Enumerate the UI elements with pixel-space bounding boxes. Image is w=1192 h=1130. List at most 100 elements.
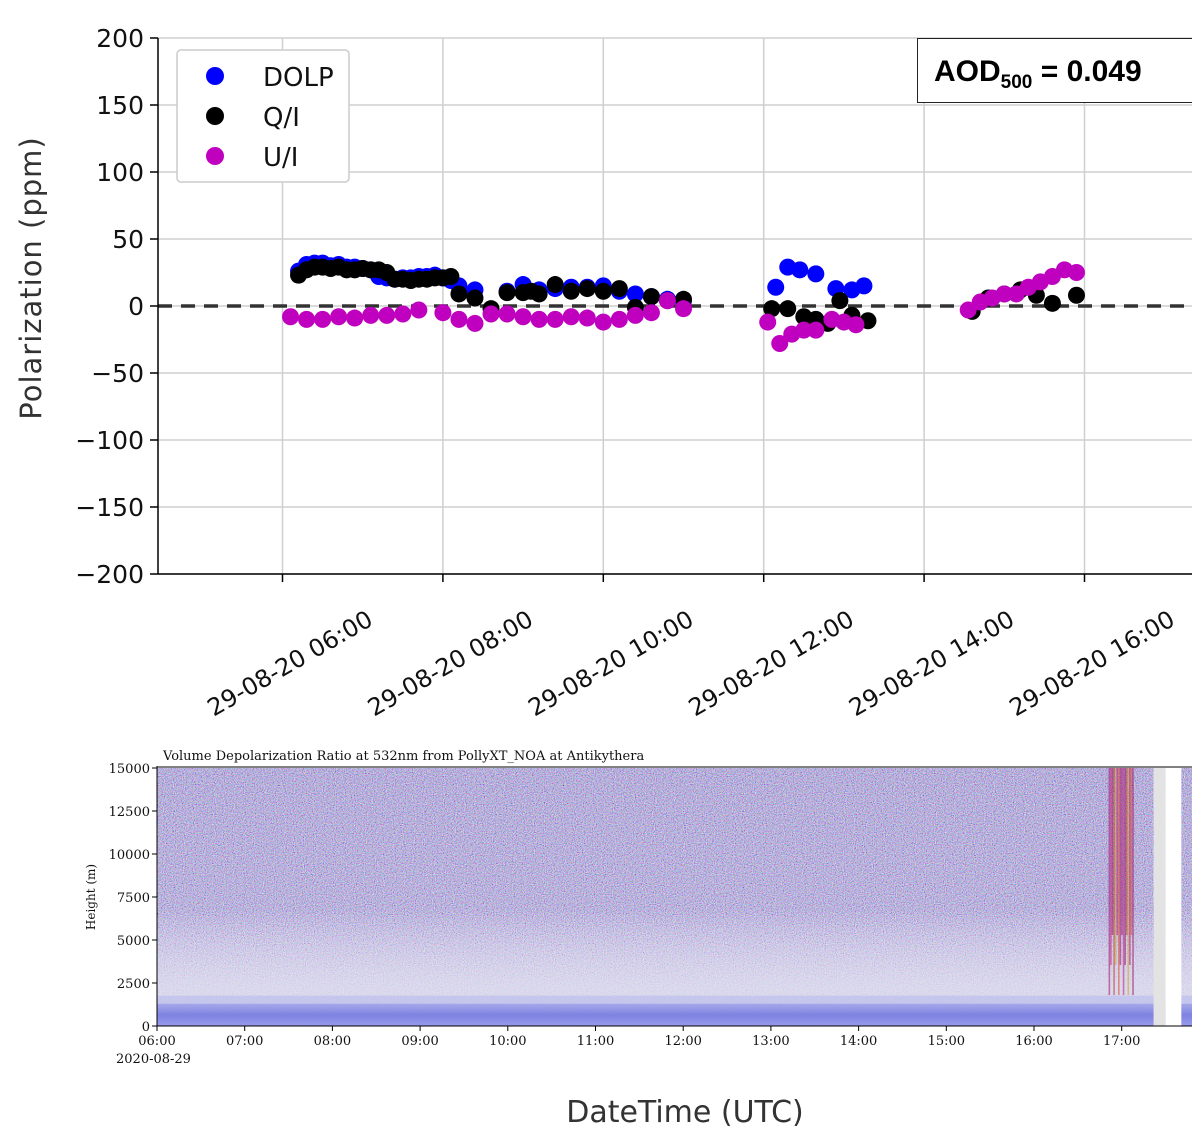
stripe	[1129, 768, 1131, 966]
point-dolp	[807, 265, 825, 283]
stripe	[1108, 768, 1111, 996]
point-qi	[498, 284, 516, 302]
point-qi	[610, 280, 628, 298]
point-ui	[995, 285, 1013, 303]
point-qi	[562, 282, 580, 300]
series-ui	[282, 261, 1085, 353]
point-ui	[759, 313, 777, 331]
point-ui	[795, 321, 813, 339]
heatmap-x-tick-label: 14:00	[840, 1034, 877, 1049]
point-ui	[642, 304, 660, 322]
point-ui	[658, 292, 676, 310]
legend-marker-qi	[206, 107, 224, 125]
point-ui	[298, 310, 316, 328]
point-ui	[378, 306, 396, 324]
point-qi	[530, 285, 548, 303]
stripe	[1116, 768, 1119, 936]
stripe	[1127, 768, 1130, 996]
point-ui	[594, 313, 612, 331]
aod-label: AOD	[934, 55, 1001, 88]
point-ui	[959, 301, 977, 319]
data-points	[282, 254, 1085, 353]
heatmap-y-tick-label: 2500	[117, 977, 150, 992]
point-qi	[1043, 294, 1061, 312]
stripe	[1122, 768, 1125, 996]
point-qi	[578, 280, 596, 298]
heatmap-x-tick-label: 09:00	[401, 1034, 438, 1049]
heatmap-y-tick-label: 12500	[109, 805, 150, 820]
heatmap-x-tick-label: 08:00	[314, 1034, 351, 1049]
legend-label-ui: U/I	[263, 143, 298, 173]
stripe	[1110, 768, 1112, 966]
x-tick-label: 29-08-20 10:00	[523, 605, 698, 722]
point-ui	[482, 305, 500, 323]
point-qi	[1067, 286, 1085, 304]
heatmap-title: Volume Depolarization Ratio at 532nm fro…	[162, 749, 644, 764]
point-qi	[450, 285, 468, 303]
point-ui	[330, 308, 348, 326]
point-ui	[394, 305, 412, 323]
aod-subscript: 500	[1000, 72, 1033, 93]
point-qi	[831, 292, 849, 310]
point-ui	[514, 308, 532, 326]
point-ui	[807, 321, 825, 339]
y-tick-label: 50	[112, 225, 144, 254]
point-ui	[498, 305, 516, 323]
y-tick-label: −150	[75, 493, 144, 522]
point-dolp	[855, 277, 873, 295]
point-qi	[546, 276, 564, 294]
point-ui	[362, 306, 380, 324]
point-ui	[675, 300, 692, 318]
point-qi	[642, 288, 660, 306]
heatmap-x-tick-label: 17:00	[1103, 1034, 1140, 1049]
late-afternoon-stripes	[1108, 768, 1134, 996]
stripe	[1130, 768, 1133, 936]
point-ui	[530, 310, 548, 328]
point-ui	[546, 310, 564, 328]
point-ui	[610, 310, 628, 328]
point-ui	[578, 309, 596, 327]
x-tick-label: 29-08-20 08:00	[363, 605, 538, 722]
stripe	[1113, 768, 1115, 996]
point-ui	[626, 306, 644, 324]
heatmap-y-tick-label: 5000	[117, 934, 150, 949]
point-ui	[434, 304, 452, 322]
point-ui	[562, 308, 580, 326]
boundary-layer-band	[157, 995, 1192, 1026]
point-qi	[442, 268, 460, 286]
heatmap-image	[157, 768, 1192, 1026]
point-ui	[1067, 264, 1085, 281]
heatmap-y-ticks: 0 2500 5000 7500 10000 12500 15000	[109, 762, 157, 1035]
y-tick-label: 100	[96, 158, 144, 187]
x-tick-label: 29-08-20 06:00	[203, 605, 378, 722]
heatmap-y-tick-label: 7500	[117, 891, 150, 906]
heatmap-x-tick-label: 12:00	[664, 1034, 701, 1049]
y-tick-label: 200	[96, 24, 144, 53]
legend-label-qi: Q/I	[263, 103, 300, 133]
heatmap-y-tick-label: 0	[142, 1020, 150, 1035]
aod-annotation: AOD500 = 0.049	[917, 38, 1192, 103]
heatmap-x-tick-label: 15:00	[928, 1034, 965, 1049]
stripe	[1118, 768, 1120, 996]
depolarization-panel: Volume Depolarization Ratio at 532nm fro…	[84, 749, 1192, 1067]
heatmap-y-tick-label: 10000	[109, 848, 150, 863]
point-ui	[282, 308, 300, 326]
legend-marker-dolp	[206, 67, 224, 85]
heatmap-y-label: Height (m)	[84, 864, 98, 930]
point-ui	[466, 314, 484, 332]
stripe	[1119, 768, 1122, 966]
point-dolp	[791, 261, 809, 279]
point-qi	[594, 282, 612, 300]
legend-marker-ui	[206, 147, 224, 165]
data-gap	[1153, 768, 1182, 1026]
y-tick-label: 0	[128, 292, 144, 321]
point-ui	[771, 335, 789, 353]
y-tick-label: 150	[96, 91, 144, 120]
x-tick-label: 29-08-20 14:00	[844, 605, 1019, 722]
stripe	[1121, 768, 1123, 936]
point-ui	[346, 309, 364, 327]
boundary-layer-edge	[157, 995, 1192, 1004]
point-ui	[450, 310, 468, 328]
